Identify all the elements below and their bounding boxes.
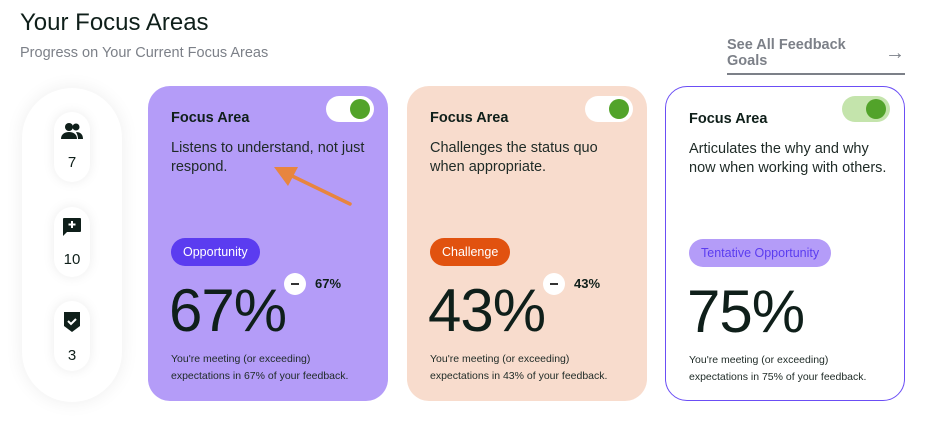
percent-value: 67% — [169, 277, 287, 344]
focus-area-card[interactable]: Focus Area Challenges the status quo whe… — [407, 86, 647, 401]
status-badge: Tentative Opportunity — [689, 239, 832, 267]
footer-line: expectations in 43% of your feedback. — [430, 370, 608, 382]
change-value: 43% — [574, 276, 601, 291]
focus-area-toggle[interactable] — [585, 96, 633, 122]
shield-check-icon — [64, 312, 80, 332]
minus-icon[interactable] — [543, 273, 565, 295]
see-all-label: See All Feedback Goals — [727, 37, 846, 69]
footer-line: expectations in 75% of your feedback. — [689, 371, 867, 383]
arrow-right-icon: → — [885, 42, 905, 64]
change-value: 67% — [315, 276, 342, 291]
footer-line: You're meeting (or exceeding) — [430, 353, 570, 365]
card-footer: You're meeting (or exceeding) expectation… — [689, 352, 866, 386]
see-all-feedback-goals-link[interactable]: See All Feedback Goals → — [727, 37, 905, 75]
status-badge: Opportunity — [171, 238, 260, 266]
card-label: Focus Area — [689, 111, 768, 127]
stat-value: 3 — [67, 347, 77, 364]
stat-value: 7 — [67, 154, 77, 171]
toggle-knob — [350, 99, 370, 119]
minus-icon[interactable] — [284, 273, 306, 295]
focus-area-toggle[interactable] — [842, 96, 890, 122]
stat-goals[interactable]: 3 — [54, 301, 90, 371]
add-comment-icon — [63, 218, 81, 236]
card-label: Focus Area — [430, 110, 509, 126]
stats-sidebar: 7 10 3 — [22, 88, 122, 402]
percent-value: 75% — [687, 278, 805, 345]
stat-feedback[interactable]: 10 — [54, 207, 90, 277]
page-title: Your Focus Areas — [20, 9, 209, 36]
page-subtitle: Progress on Your Current Focus Areas — [20, 45, 269, 61]
stat-value: 10 — [63, 251, 81, 268]
focus-area-card[interactable]: Focus Area Listens to understand, not ju… — [148, 86, 388, 401]
footer-line: expectations in 67% of your feedback. — [171, 370, 349, 382]
card-description: Challenges the status quo when appropria… — [430, 140, 598, 175]
footer-line: You're meeting (or exceeding) — [171, 353, 311, 365]
footer-line: You're meeting (or exceeding) — [689, 354, 829, 366]
toggle-knob — [609, 99, 629, 119]
card-description: Listens to understand, not just respond. — [171, 140, 365, 175]
card-description: Articulates the why and why now when wor… — [689, 141, 887, 176]
focus-area-card[interactable]: Focus Area Articulates the why and why n… — [665, 86, 905, 401]
card-footer: You're meeting (or exceeding) expectation… — [171, 351, 348, 385]
focus-area-toggle[interactable] — [326, 96, 374, 122]
card-label: Focus Area — [171, 110, 250, 126]
stat-people[interactable]: 7 — [54, 112, 90, 182]
status-badge: Challenge — [430, 238, 511, 266]
people-icon — [61, 123, 83, 139]
card-footer: You're meeting (or exceeding) expectation… — [430, 351, 607, 385]
toggle-knob — [866, 99, 886, 119]
percent-value: 43% — [428, 277, 546, 344]
